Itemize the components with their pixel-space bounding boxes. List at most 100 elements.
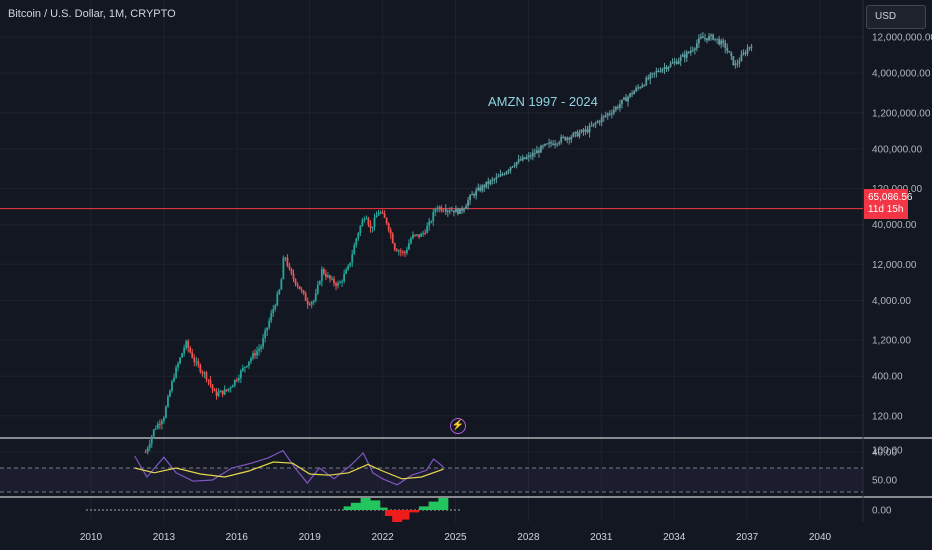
candle-body (359, 226, 362, 234)
price-axis[interactable]: 12,000,000.00 4,000,000.00 1,200,000.00 400… (872, 33, 932, 517)
candle-body (568, 137, 571, 140)
candle-body (614, 106, 617, 110)
candle-body (673, 61, 676, 63)
candle-body (286, 257, 289, 266)
price-tick-label: 4,000.00 (872, 296, 911, 307)
candle-body (373, 217, 376, 227)
price-tick-label: 4,000,000.00 (872, 69, 931, 80)
candle-body (199, 364, 202, 372)
candle-body (558, 142, 561, 144)
candle-body (252, 353, 254, 359)
lightning-icon[interactable]: ⚡ (450, 418, 466, 434)
candle-body (546, 143, 548, 145)
candle-body (211, 384, 214, 390)
candle-body (608, 113, 611, 115)
candle-body (377, 212, 380, 216)
candle-body (617, 106, 619, 108)
candle-body (183, 347, 186, 354)
price-tick-label: 400.00 (872, 372, 903, 383)
candle-body (187, 341, 190, 348)
candle-body (150, 436, 153, 444)
candle-body (578, 132, 581, 137)
candle-body (171, 381, 173, 391)
candle-body (357, 233, 360, 239)
candle-body (165, 406, 167, 418)
price-tick-label: 40,000.00 (872, 220, 917, 231)
currency-button[interactable]: USD (866, 5, 926, 29)
candle-body (722, 40, 725, 43)
candle-body (582, 129, 585, 132)
candle-body (485, 181, 488, 188)
candle-body (146, 448, 149, 453)
candle-body (625, 97, 627, 102)
candle-body (629, 93, 631, 97)
candle-body (712, 34, 714, 40)
candle-body (270, 313, 273, 321)
candle-body (509, 167, 512, 171)
candle-body (367, 218, 370, 225)
candle-body (329, 275, 331, 279)
price-tick-label: 400,000.00 (872, 144, 922, 155)
candle-body (325, 273, 327, 277)
time-tick-label: 2031 (590, 532, 613, 543)
candle-body (152, 429, 155, 437)
histogram-tick-label: 0.00 (872, 506, 892, 517)
candle-body (667, 66, 670, 70)
candle-body (489, 180, 492, 184)
candle-body (304, 293, 307, 301)
candle-body (536, 150, 538, 154)
candle-body (347, 265, 350, 270)
candle-body (448, 210, 451, 212)
candle-body (455, 208, 457, 213)
candle-body (181, 353, 184, 358)
candle-body (499, 174, 502, 177)
candle-body (647, 77, 650, 79)
candle-body (227, 388, 230, 391)
candle-body (552, 143, 555, 145)
candle-body (677, 61, 680, 64)
histogram-bar (377, 507, 388, 510)
time-axis[interactable]: 2010 2013 2016 2019 2022 2025 2028 2031 2034 2037… (80, 532, 832, 543)
candle-body (426, 225, 429, 234)
candle-body (665, 66, 668, 70)
candle-body (440, 207, 443, 211)
symbol-title: Bitcoin / U.S. Dollar, 1M, CRYPTO (8, 8, 176, 20)
candle-body (397, 250, 400, 252)
candle-body (574, 131, 577, 134)
candle-body (497, 176, 500, 178)
candle-body (544, 143, 546, 146)
candle-body (278, 289, 281, 294)
candle-body (604, 115, 607, 117)
candle-body (487, 181, 490, 184)
candle-body (369, 224, 372, 229)
candle-body (683, 54, 686, 58)
candle-body (598, 121, 601, 123)
candle-body (438, 207, 441, 210)
candle-body (572, 133, 575, 137)
candle-body (302, 290, 305, 294)
candle-body (720, 40, 723, 45)
candle-body (459, 208, 461, 214)
candle-body (461, 208, 463, 211)
candle-body (395, 249, 398, 252)
candle-body (320, 269, 323, 282)
candle-body (432, 212, 435, 222)
candle-body (653, 72, 656, 74)
histogram-bar (418, 506, 429, 510)
candle-body (318, 281, 321, 285)
candle-body (681, 54, 684, 57)
candle-body (533, 152, 536, 154)
candle-body (387, 223, 390, 230)
candle-body (333, 278, 335, 284)
candle-body (600, 117, 603, 123)
candle-body (702, 36, 704, 39)
candle-body (623, 97, 625, 100)
candle-body (590, 125, 593, 127)
candle-body (391, 233, 394, 244)
candle-body (296, 284, 299, 286)
candle-body (602, 115, 605, 118)
candle-body (675, 61, 678, 64)
candle-body (203, 372, 206, 374)
candle-body (588, 125, 591, 133)
